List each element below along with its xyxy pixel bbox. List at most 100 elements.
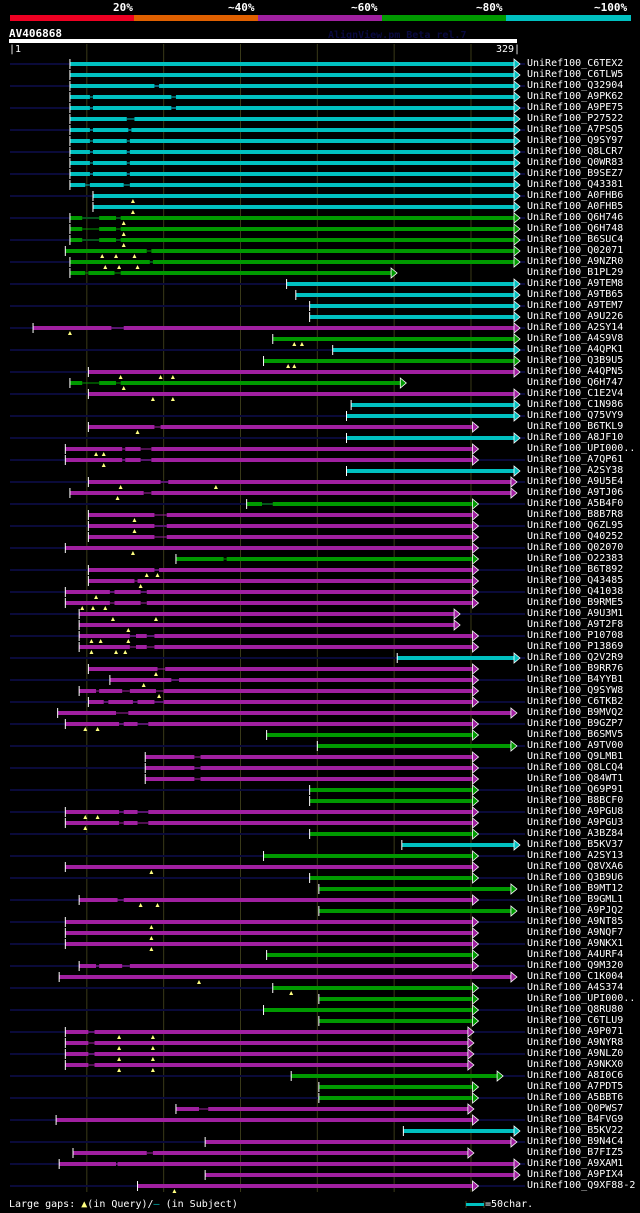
hit-label[interactable]: UniRef100_A9NT85: [527, 916, 624, 927]
hit-label[interactable]: UniRef100_A9TEM8: [527, 278, 624, 289]
hit-label[interactable]: UniRef100_A9P071: [527, 1026, 624, 1037]
hit-label[interactable]: UniRef100_Q9XF88-2: [527, 1180, 636, 1191]
hit-label[interactable]: UniRef100_A9PE75: [527, 102, 624, 113]
hit-label[interactable]: UniRef100_B6T892: [527, 564, 624, 575]
hit-label[interactable]: UniRef100_C6TEX2: [527, 58, 624, 69]
hit-label[interactable]: UniRef100_C1N986: [527, 399, 624, 410]
hit-label[interactable]: UniRef100_B8B7R8: [527, 509, 624, 520]
hit-label[interactable]: UniRef100_A2SY38: [527, 465, 624, 476]
hit-label[interactable]: UniRef100_Q8LCQ4: [527, 762, 624, 773]
hit-label[interactable]: UniRef100_A9PJQ2: [527, 905, 624, 916]
hit-label[interactable]: UniRef100_A9PIX4: [527, 1169, 624, 1180]
hit-label[interactable]: UniRef100_Q40252: [527, 531, 624, 542]
hit-label[interactable]: UniRef100_Q8RU80: [527, 1004, 624, 1015]
hit-label[interactable]: UniRef100_A9NQF7: [527, 927, 624, 938]
hit-label[interactable]: UniRef100_B5KV37: [527, 839, 624, 850]
hit-label[interactable]: UniRef100_Q6H748: [527, 223, 624, 234]
hit-label[interactable]: UniRef100_A4S9V8: [527, 333, 624, 344]
hit-label[interactable]: UniRef100_A9U226: [527, 311, 624, 322]
hit-label[interactable]: UniRef100_B4YYB1: [527, 674, 624, 685]
hit-label[interactable]: UniRef100_Q75VY9: [527, 410, 624, 421]
hit-label[interactable]: UniRef100_A0FHB6: [527, 190, 624, 201]
hit-label[interactable]: UniRef100_UPI000..: [527, 993, 636, 1004]
hit-label[interactable]: UniRef100_A3BZ84: [527, 828, 624, 839]
hit-label[interactable]: UniRef100_O22383: [527, 553, 624, 564]
hit-label[interactable]: UniRef100_A9U5E4: [527, 476, 624, 487]
hit-label[interactable]: UniRef100_A8I0C6: [527, 1070, 624, 1081]
hit-label[interactable]: UniRef100_A9NLZ0: [527, 1048, 624, 1059]
hit-label[interactable]: UniRef100_UPI000..: [527, 443, 636, 454]
hit-label[interactable]: UniRef100_Q84WT1: [527, 773, 624, 784]
hit-label[interactable]: UniRef100_B4FVG9: [527, 1114, 624, 1125]
hit-label[interactable]: UniRef100_B9GML1: [527, 894, 624, 905]
hit-label[interactable]: UniRef100_C6TLU9: [527, 1015, 624, 1026]
hit-label[interactable]: UniRef100_A4URF4: [527, 949, 624, 960]
hit-label[interactable]: UniRef100_B5KV22: [527, 1125, 624, 1136]
hit-label[interactable]: UniRef100_B1PL29: [527, 267, 624, 278]
hit-label[interactable]: UniRef100_Q8VXA6: [527, 861, 624, 872]
hit-label[interactable]: UniRef100_Q0PWS7: [527, 1103, 624, 1114]
hit-label[interactable]: UniRef100_B9N4C4: [527, 1136, 624, 1147]
hit-label[interactable]: UniRef100_A0FHB5: [527, 201, 624, 212]
hit-label[interactable]: UniRef100_B9RME5: [527, 597, 624, 608]
hit-label[interactable]: UniRef100_A4QPN5: [527, 366, 624, 377]
hit-label[interactable]: UniRef100_Q3B9U5: [527, 355, 624, 366]
hit-label[interactable]: UniRef100_A7PSQ5: [527, 124, 624, 135]
hit-label[interactable]: UniRef100_A9TB65: [527, 289, 624, 300]
hit-label[interactable]: UniRef100_Q32904: [527, 80, 624, 91]
hit-label[interactable]: UniRef100_Q02071: [527, 245, 624, 256]
hit-label[interactable]: UniRef100_A2SY13: [527, 850, 624, 861]
hit-label[interactable]: UniRef100_Q41038: [527, 586, 624, 597]
hit-label[interactable]: UniRef100_Q3B9U6: [527, 872, 624, 883]
hit-label[interactable]: UniRef100_A9XAM1: [527, 1158, 624, 1169]
hit-label[interactable]: UniRef100_Q0WR83: [527, 157, 624, 168]
hit-label[interactable]: UniRef100_A9PK62: [527, 91, 624, 102]
hit-label[interactable]: UniRef100_A4S374: [527, 982, 624, 993]
hit-label[interactable]: UniRef100_Q43381: [527, 179, 624, 190]
hit-label[interactable]: UniRef100_A9NKX0: [527, 1059, 624, 1070]
hit-label[interactable]: UniRef100_A5BBT6: [527, 1092, 624, 1103]
hit-label[interactable]: UniRef100_A4QPK1: [527, 344, 624, 355]
hit-label[interactable]: UniRef100_A9U3M1: [527, 608, 624, 619]
hit-label[interactable]: UniRef100_Q9SYW8: [527, 685, 624, 696]
hit-label[interactable]: UniRef100_B9MT12: [527, 883, 624, 894]
hit-label[interactable]: UniRef100_B7FIZ5: [527, 1147, 624, 1158]
hit-label[interactable]: UniRef100_A9TV00: [527, 740, 624, 751]
hit-label[interactable]: UniRef100_C6TKB2: [527, 696, 624, 707]
hit-label[interactable]: UniRef100_C1E2V4: [527, 388, 624, 399]
hit-label[interactable]: UniRef100_C1K004: [527, 971, 624, 982]
hit-label[interactable]: UniRef100_Q9SY97: [527, 135, 624, 146]
hit-label[interactable]: UniRef100_A8JF10: [527, 432, 624, 443]
hit-label[interactable]: UniRef100_B9SEZ7: [527, 168, 624, 179]
hit-label[interactable]: UniRef100_C6TLW5: [527, 69, 624, 80]
hit-label[interactable]: UniRef100_B8BCF0: [527, 795, 624, 806]
hit-label[interactable]: UniRef100_A7PDT5: [527, 1081, 624, 1092]
hit-label[interactable]: UniRef100_A9PGU3: [527, 817, 624, 828]
hit-label[interactable]: UniRef100_B9MVQ2: [527, 707, 624, 718]
hit-label[interactable]: UniRef100_A5B4F0: [527, 498, 624, 509]
hit-label[interactable]: UniRef100_Q6H746: [527, 212, 624, 223]
hit-label[interactable]: UniRef100_P27522: [527, 113, 624, 124]
hit-label[interactable]: UniRef100_Q6ZL95: [527, 520, 624, 531]
hit-label[interactable]: UniRef100_Q8LCR7: [527, 146, 624, 157]
hit-label[interactable]: UniRef100_Q6H747: [527, 377, 624, 388]
hit-label[interactable]: UniRef100_B6SUC4: [527, 234, 624, 245]
hit-label[interactable]: UniRef100_A9NKX1: [527, 938, 624, 949]
hit-label[interactable]: UniRef100_B9RR76: [527, 663, 624, 674]
hit-label[interactable]: UniRef100_Q9M320: [527, 960, 624, 971]
hit-label[interactable]: UniRef100_A9TEM7: [527, 300, 624, 311]
hit-label[interactable]: UniRef100_Q02070: [527, 542, 624, 553]
hit-label[interactable]: UniRef100_A2SY14: [527, 322, 624, 333]
hit-label[interactable]: UniRef100_Q43485: [527, 575, 624, 586]
hit-label[interactable]: UniRef100_B6SMV5: [527, 729, 624, 740]
hit-label[interactable]: UniRef100_A9NZR0: [527, 256, 624, 267]
hit-label[interactable]: UniRef100_B9GZP7: [527, 718, 624, 729]
hit-label[interactable]: UniRef100_P13869: [527, 641, 624, 652]
hit-label[interactable]: UniRef100_A7QP61: [527, 454, 624, 465]
hit-label[interactable]: UniRef100_Q2V2R9: [527, 652, 624, 663]
hit-label[interactable]: UniRef100_Q69P91: [527, 784, 624, 795]
hit-label[interactable]: UniRef100_P10708: [527, 630, 624, 641]
hit-label[interactable]: UniRef100_Q9LMB1: [527, 751, 624, 762]
hit-label[interactable]: UniRef100_A9NYR8: [527, 1037, 624, 1048]
hit-label[interactable]: UniRef100_A9T2F8: [527, 619, 624, 630]
